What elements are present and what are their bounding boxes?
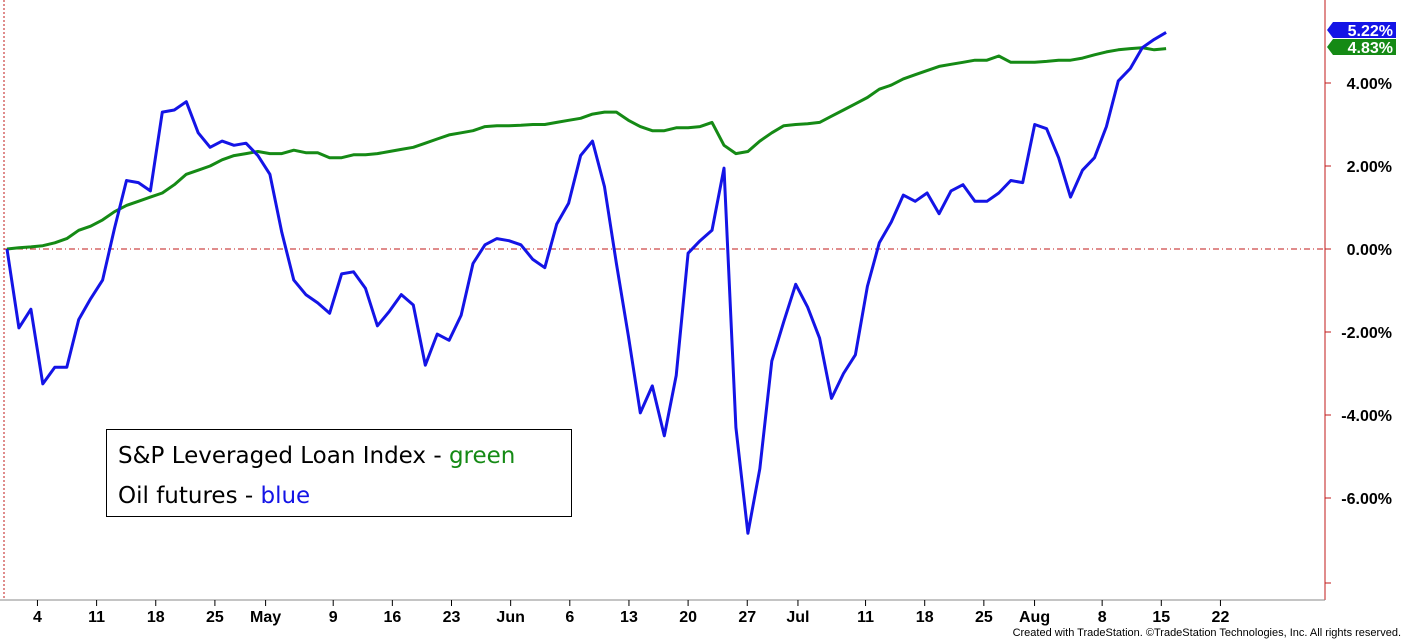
legend-color-word-green: green: [448, 443, 516, 469]
x-tick-label: 6: [565, 609, 574, 626]
x-tick-label: Aug: [1019, 609, 1050, 626]
chart-frame: [0, 0, 1326, 601]
y-tick-label: -6.00%: [1341, 491, 1392, 508]
x-tick-label: 23: [443, 609, 461, 626]
legend-label-oil-futures: Oil futures -: [118, 483, 261, 509]
loan-index-line: [6, 46, 1167, 251]
x-tick-label: Jul: [786, 609, 809, 626]
y-tick-label: 2.00%: [1347, 159, 1392, 176]
legend-label-loan-index: S&P Leveraged Loan Index -: [118, 443, 449, 469]
x-tick-label: 15: [1152, 609, 1170, 626]
oil-last-value-badge: 5.22%: [1327, 22, 1396, 40]
x-tick-label: 9: [329, 609, 338, 626]
loan-last-value-badge: 4.83%: [1327, 39, 1396, 57]
badge-value: 5.22%: [1348, 23, 1393, 40]
x-tick-label: 4: [33, 609, 42, 626]
y-tick-label: -4.00%: [1341, 408, 1392, 425]
badge-value: 4.83%: [1348, 40, 1393, 57]
legend-entry-oil-futures: Oil futures - blue: [118, 476, 571, 516]
y-tick-label: 0.00%: [1347, 242, 1392, 259]
x-tick-label: 11: [857, 609, 874, 626]
x-tick-label: May: [250, 609, 281, 626]
badge-background: [1327, 39, 1396, 55]
x-tick-label: Jun: [496, 609, 524, 626]
badge-background: [1327, 22, 1396, 38]
x-tick-label: 8: [1098, 609, 1107, 626]
x-tick-label: 27: [738, 609, 756, 626]
legend-entry-loan-index: S&P Leveraged Loan Index - green: [118, 436, 571, 476]
x-tick-label: 11: [88, 609, 105, 626]
x-tick-label: 18: [916, 609, 934, 626]
y-tick-label: -2.00%: [1341, 325, 1392, 342]
x-tick-label: 20: [679, 609, 697, 626]
x-tick-label: 16: [383, 609, 401, 626]
x-tick-label: 25: [975, 609, 993, 626]
x-tick-label: 13: [620, 609, 638, 626]
y-axis: -6.00% -4.00% -2.00% 0.00% 2.00% 4.00%: [1325, 76, 1392, 584]
legend-color-word-blue: blue: [260, 483, 311, 509]
x-tick-label: 25: [206, 609, 224, 626]
x-tick-label: 22: [1212, 609, 1230, 626]
last-value-badges: 5.22%4.83%: [1327, 22, 1396, 57]
copyright-footer: Created with TradeStation. ©TradeStation…: [1012, 627, 1401, 639]
x-tick-label: 18: [147, 609, 165, 626]
y-tick-label: 4.00%: [1347, 76, 1392, 93]
legend: S&P Leveraged Loan Index - green Oil fut…: [106, 429, 572, 517]
x-axis: 4 11 18 25 May 9 16 23 Jun 6 13 20 27 Jul 11 18 25 Aug 8 15…: [33, 600, 1229, 626]
series-layer: [5, 31, 1167, 535]
oil-futures-line: [5, 31, 1167, 535]
